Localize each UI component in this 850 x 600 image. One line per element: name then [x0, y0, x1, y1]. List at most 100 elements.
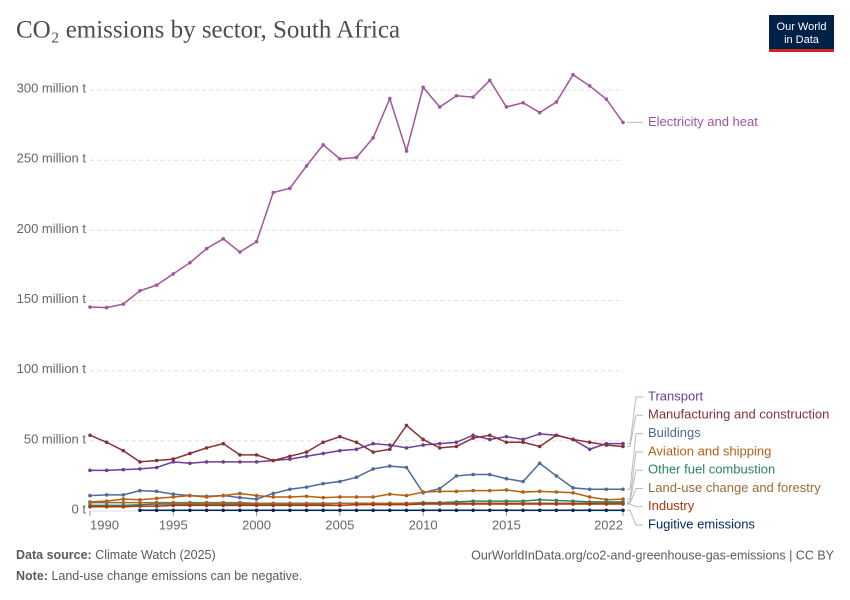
- point: [171, 503, 176, 508]
- point: [388, 492, 392, 496]
- x-tick-label: 2022: [594, 517, 623, 532]
- point: [121, 467, 126, 472]
- point: [454, 508, 459, 513]
- point: [121, 500, 126, 505]
- connector: [627, 451, 643, 500]
- point: [221, 237, 226, 241]
- point: [171, 457, 176, 461]
- point: [238, 491, 242, 496]
- point: [304, 503, 309, 508]
- point: [471, 488, 475, 493]
- point: [271, 190, 276, 195]
- point: [421, 85, 425, 90]
- point: [104, 504, 109, 509]
- point: [604, 487, 609, 492]
- x-tick-label: 2005: [325, 517, 354, 532]
- point: [304, 508, 309, 513]
- point: [604, 97, 609, 101]
- y-tick-label: 200 million t: [17, 221, 87, 236]
- point: [138, 288, 142, 293]
- legend-label: Other fuel combustion: [648, 462, 775, 477]
- point: [388, 464, 392, 468]
- source-label: Data source: Climate Watch (2025): [16, 548, 216, 562]
- point: [104, 493, 109, 497]
- point: [421, 508, 425, 513]
- point: [288, 503, 292, 508]
- point: [154, 489, 159, 494]
- point: [454, 93, 459, 98]
- point: [537, 497, 542, 502]
- connector: [627, 503, 643, 508]
- point: [304, 164, 309, 168]
- point: [288, 457, 292, 461]
- y-tick-label: 300 million t: [17, 81, 87, 96]
- point: [321, 440, 325, 445]
- series-line: [89, 73, 624, 309]
- point: [171, 460, 176, 464]
- point: [404, 423, 409, 428]
- point: [487, 472, 492, 477]
- point: [321, 495, 325, 500]
- point: [204, 460, 209, 464]
- point: [404, 508, 409, 513]
- point: [221, 441, 226, 446]
- point: [154, 496, 159, 501]
- point: [504, 440, 509, 445]
- point: [471, 502, 475, 506]
- point: [571, 502, 575, 506]
- point: [354, 440, 359, 445]
- point: [504, 502, 509, 506]
- point: [354, 475, 359, 480]
- point: [254, 239, 259, 244]
- point: [371, 467, 375, 471]
- point: [188, 451, 192, 456]
- point: [104, 500, 109, 505]
- point: [254, 453, 259, 457]
- point: [154, 508, 159, 513]
- point: [321, 143, 325, 147]
- point: [537, 110, 542, 115]
- point: [88, 504, 92, 509]
- point: [554, 498, 559, 503]
- x-tick-label: 2000: [242, 517, 271, 532]
- point: [238, 495, 242, 500]
- point: [171, 492, 176, 496]
- point: [304, 454, 309, 459]
- point: [304, 494, 309, 499]
- point: [471, 508, 475, 513]
- point: [521, 490, 525, 494]
- point: [121, 448, 126, 453]
- point: [88, 468, 92, 473]
- point: [321, 508, 325, 513]
- point: [204, 495, 209, 499]
- point: [104, 468, 109, 473]
- point: [138, 508, 142, 513]
- point: [238, 503, 242, 508]
- connector: [627, 509, 643, 526]
- point: [171, 508, 176, 513]
- point: [587, 440, 592, 445]
- point: [271, 458, 276, 463]
- point: [338, 448, 342, 453]
- legend-label: Electricity and heat: [648, 114, 758, 129]
- point: [271, 491, 276, 496]
- point: [537, 444, 542, 449]
- point: [621, 508, 625, 513]
- point: [321, 481, 325, 486]
- point: [521, 502, 525, 506]
- point: [188, 260, 192, 265]
- point: [288, 508, 292, 513]
- point: [271, 508, 276, 513]
- point: [221, 493, 226, 498]
- point: [138, 504, 142, 508]
- point: [537, 461, 542, 466]
- point: [121, 504, 126, 509]
- point: [154, 458, 159, 463]
- point: [104, 440, 109, 445]
- note: Land-use change emissions can be negativ…: [51, 569, 302, 583]
- point: [354, 447, 359, 452]
- point: [454, 474, 459, 478]
- point: [537, 489, 542, 494]
- point: [254, 493, 259, 498]
- point: [471, 436, 475, 440]
